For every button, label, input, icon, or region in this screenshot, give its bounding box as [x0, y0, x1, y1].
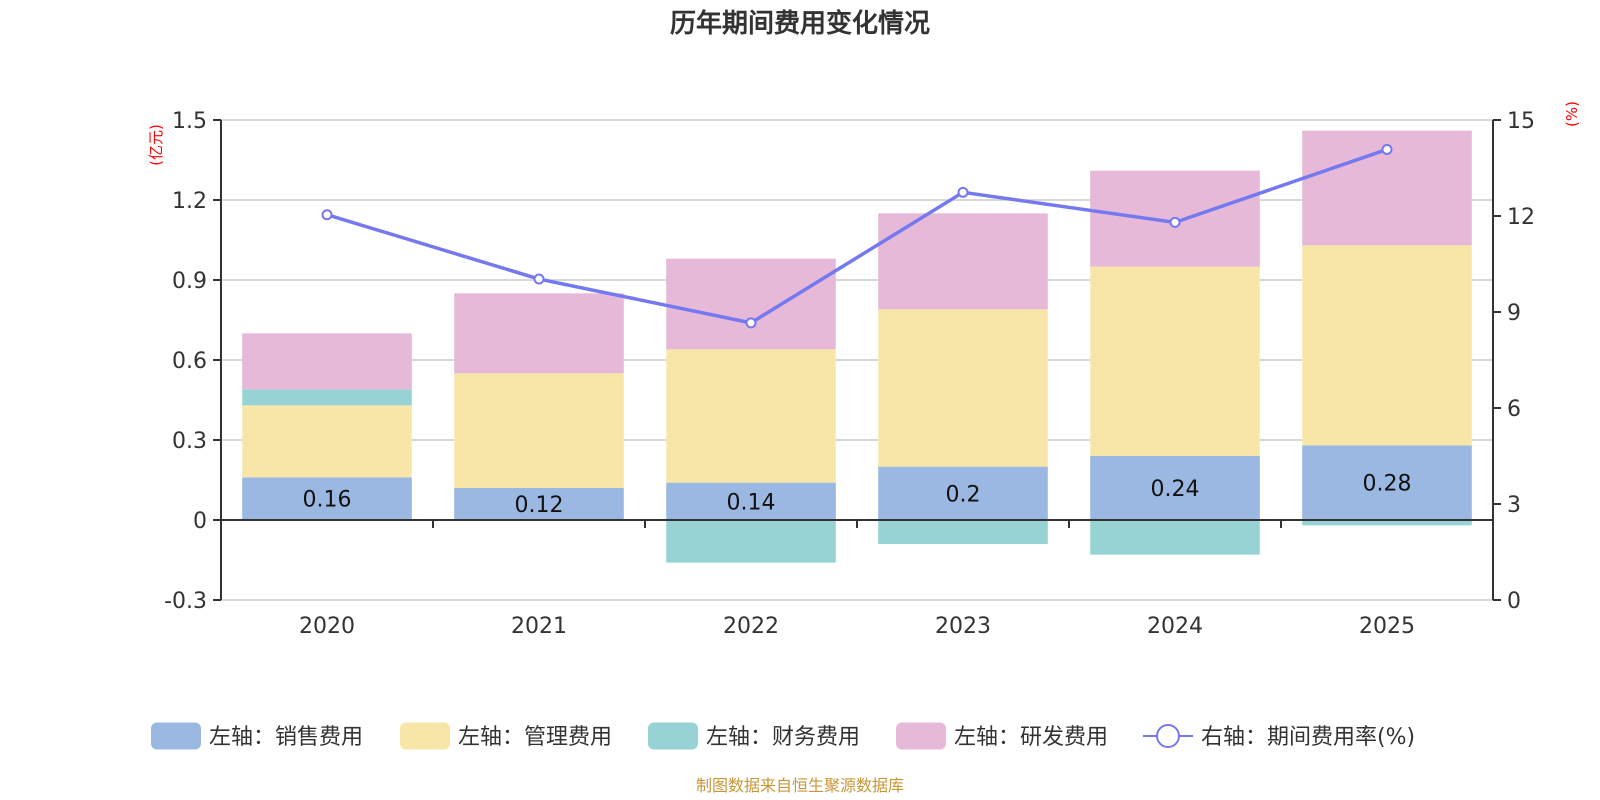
bar-segment — [878, 309, 1048, 467]
bars — [242, 130, 1472, 563]
bar-segment — [1090, 520, 1260, 555]
legend-swatch — [648, 722, 698, 750]
legend-label: 左轴：管理费用 — [458, 725, 612, 750]
bar-segment — [666, 520, 836, 563]
bar-segment — [1090, 266, 1260, 456]
rate-line-point — [533, 273, 545, 285]
rate-line-point — [745, 317, 757, 329]
x-axis-category-label: 2022 — [723, 614, 779, 639]
bar-segment — [666, 482, 836, 520]
bar-segment — [878, 466, 1048, 520]
legend-circle-icon — [1156, 724, 1180, 748]
left-axis-tick-label: 1.2 — [172, 189, 207, 214]
right-axis-tick-label: 0 — [1507, 589, 1521, 614]
bar-value-label: 0.12 — [515, 493, 564, 518]
legend-label: 左轴：销售费用 — [209, 725, 363, 750]
chart-title: 历年期间费用变化情况 — [670, 8, 930, 39]
rate-line-point — [321, 209, 333, 221]
bar-segment — [1302, 520, 1472, 526]
bar-segment — [242, 389, 412, 406]
bar-value-label: 0.28 — [1363, 472, 1412, 497]
bar-segment — [878, 213, 1048, 310]
x-axis-category-label: 2025 — [1359, 614, 1415, 639]
left-axis-tick-label: 0.6 — [172, 349, 207, 374]
bar-segment — [242, 333, 412, 390]
bar-segment — [242, 405, 412, 478]
rate-line-point — [957, 186, 969, 198]
legend-item[interactable]: 右轴：期间费用率(%) — [1143, 724, 1415, 750]
legend: 左轴：销售费用 左轴：管理费用 左轴：财务费用 左轴：研发费用 右轴：期间费用率(%) — [151, 722, 1415, 751]
legend-item[interactable]: 左轴：研发费用 — [896, 722, 1108, 751]
legend-swatch — [400, 722, 450, 750]
bar-segment — [1302, 245, 1472, 446]
legend-item[interactable]: 左轴：财务费用 — [648, 722, 860, 751]
left-axis-tick-label: 0.9 — [172, 269, 207, 294]
x-axis-category-label: 2024 — [1147, 614, 1203, 639]
legend-swatch — [151, 722, 201, 750]
x-axis-category-label: 2020 — [299, 614, 355, 639]
bar-segment — [878, 520, 1048, 544]
bar-value-label: 0.2 — [946, 482, 981, 507]
bar-segment — [454, 293, 624, 374]
right-axis-unit: (%) — [1563, 101, 1581, 127]
right-axis-tick-label: 12 — [1507, 205, 1535, 230]
right-axis-tick-label: 15 — [1507, 109, 1535, 134]
bar-segment — [666, 258, 836, 350]
bar-value-label: 0.16 — [303, 488, 352, 513]
left-axis-tick-label: 1.5 — [172, 109, 207, 134]
x-axis-category-label: 2023 — [935, 614, 991, 639]
left-axis-tick-label: 0.3 — [172, 429, 207, 454]
bar-segment — [666, 349, 836, 483]
rate-line-point — [1381, 143, 1393, 155]
right-axis-tick-label: 3 — [1507, 493, 1521, 518]
legend-label: 左轴：研发费用 — [954, 725, 1108, 750]
bar-segment — [454, 488, 624, 520]
rate-line-point — [1169, 216, 1181, 228]
bar-segment — [454, 373, 624, 488]
legend-item[interactable]: 左轴：管理费用 — [400, 722, 612, 751]
rate-line-path — [326, 147, 1388, 325]
data-source-footer: 制图数据来自恒生聚源数据库 — [696, 776, 904, 795]
x-axis-category-label: 2021 — [511, 614, 567, 639]
left-axis-unit: (亿元) — [147, 124, 165, 166]
rate-line — [321, 143, 1393, 329]
left-axis-tick-label: 0 — [193, 509, 207, 534]
right-axis-tick-label: 6 — [1507, 397, 1521, 422]
axes: -0.3 0 0.3 0.6 0.9 1.2 1.5 0 3 6 9 12 15 2020 2021 2022… — [164, 109, 1535, 639]
right-axis-tick-label: 9 — [1507, 301, 1521, 326]
bar-value-label: 0.24 — [1151, 477, 1200, 502]
bar-labels: 0.16 0.12 0.14 0.2 0.24 0.28 — [303, 472, 1412, 518]
bar-segment — [1302, 445, 1472, 520]
legend-label: 左轴：财务费用 — [706, 725, 860, 750]
legend-label: 右轴：期间费用率(%) — [1201, 725, 1415, 750]
bar-segment — [242, 477, 412, 520]
bar-value-label: 0.14 — [727, 490, 776, 515]
legend-swatch — [896, 722, 946, 750]
bar-segment — [1090, 456, 1260, 520]
legend-item[interactable]: 左轴：销售费用 — [151, 722, 363, 751]
left-axis-tick-label: -0.3 — [164, 589, 207, 614]
